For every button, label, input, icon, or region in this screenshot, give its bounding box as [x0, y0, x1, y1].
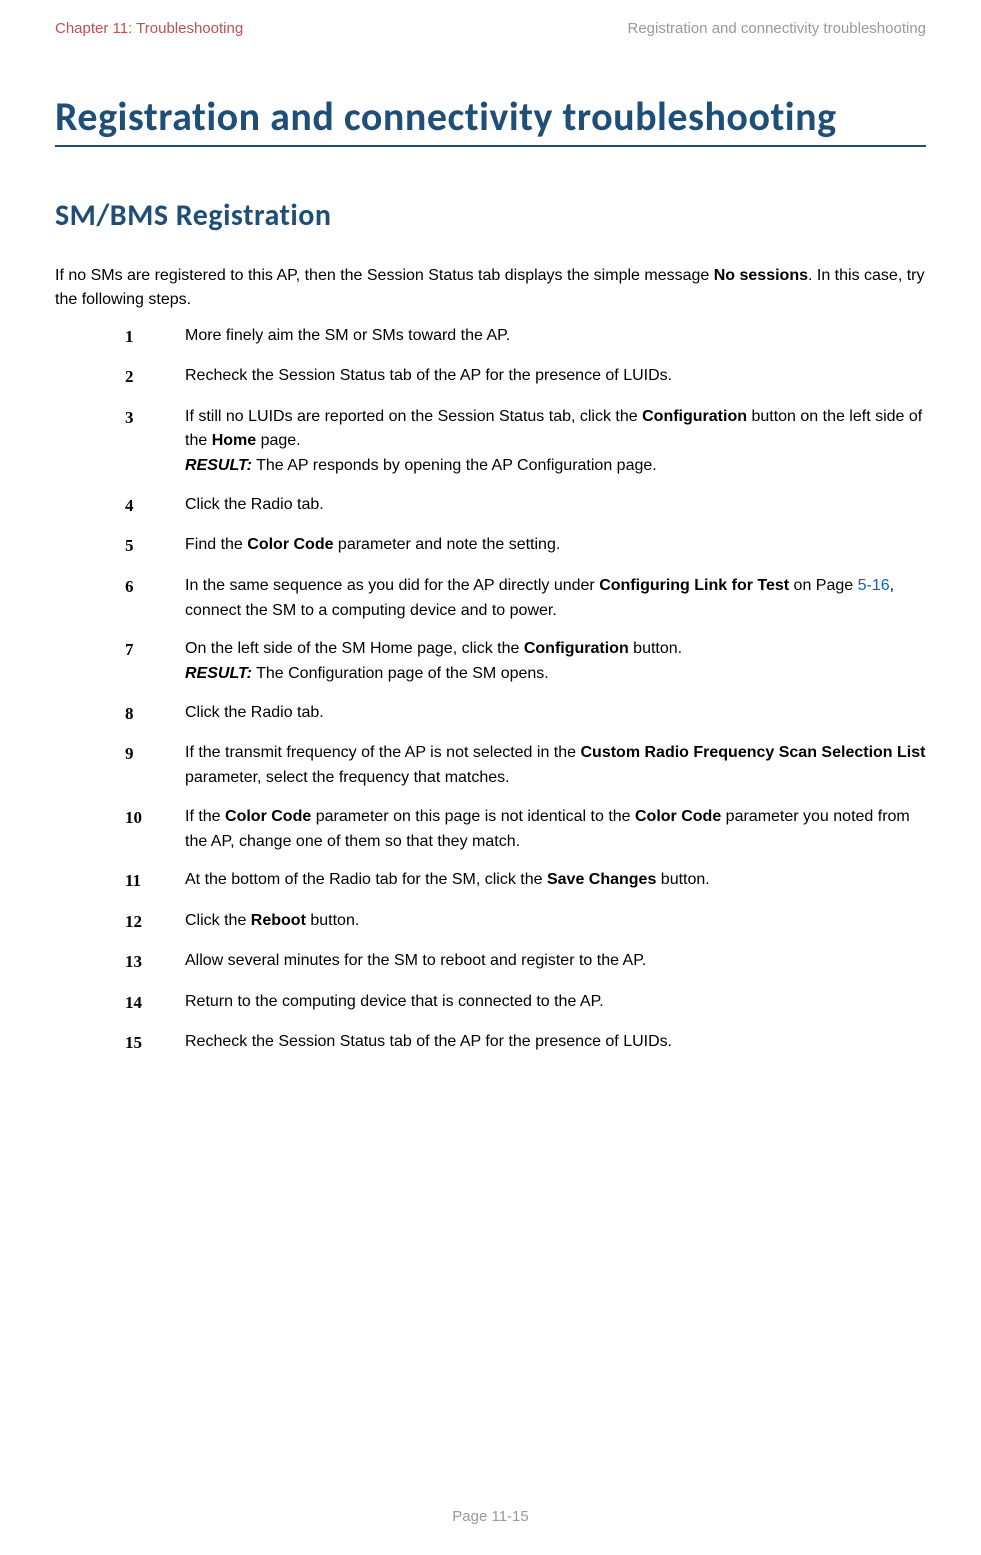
step-number: 5 [125, 533, 185, 559]
step-item: 2Recheck the Session Status tab of the A… [125, 364, 926, 390]
text: on Page [789, 577, 858, 594]
page-header: Chapter 11: Troubleshooting Registration… [55, 0, 926, 37]
bold-text: Color Code [225, 808, 311, 825]
bold-text: Home [212, 432, 256, 449]
text: Recheck the Session Status tab of the AP… [185, 1033, 672, 1050]
text: parameter, select the frequency that mat… [185, 769, 510, 786]
text: If the transmit frequency of the AP is n… [185, 744, 580, 761]
text: Click the Radio tab. [185, 496, 324, 513]
step-content: Click the Radio tab. [185, 701, 926, 727]
bold-text: Reboot [251, 912, 306, 929]
text: Click the [185, 912, 251, 929]
text: Return to the computing device that is c… [185, 993, 604, 1010]
step-item: 15Recheck the Session Status tab of the … [125, 1030, 926, 1056]
step-number: 3 [125, 405, 185, 479]
page-link: 5-16 [858, 577, 890, 594]
step-item: 10If the Color Code parameter on this pa… [125, 805, 926, 855]
chapter-label: Chapter 11: Troubleshooting [55, 20, 243, 37]
text: The AP responds by opening the AP Config… [252, 457, 657, 474]
text: page. [256, 432, 300, 449]
step-item: 1More finely aim the SM or SMs toward th… [125, 324, 926, 350]
step-content: Return to the computing device that is c… [185, 990, 926, 1016]
text: More finely aim the SM or SMs toward the… [185, 327, 510, 344]
text: Click the Radio tab. [185, 704, 324, 721]
bold-text: Configuring Link for Test [599, 577, 789, 594]
step-number: 15 [125, 1030, 185, 1056]
step-content: At the bottom of the Radio tab for the S… [185, 868, 926, 894]
bold-text: Custom Radio Frequency Scan Selection Li… [580, 744, 925, 761]
text: button. [306, 912, 359, 929]
text: button. [629, 640, 682, 657]
text: If the [185, 808, 225, 825]
bold-text: Color Code [635, 808, 721, 825]
text: Find the [185, 536, 247, 553]
text: button. [656, 871, 709, 888]
step-content: Click the Reboot button. [185, 909, 926, 935]
intro-prefix: If no SMs are registered to this AP, the… [55, 267, 714, 284]
step-item: 12Click the Reboot button. [125, 909, 926, 935]
text: Recheck the Session Status tab of the AP… [185, 367, 672, 384]
step-item: 3If still no LUIDs are reported on the S… [125, 405, 926, 479]
intro-paragraph: If no SMs are registered to this AP, the… [55, 264, 926, 312]
text: In the same sequence as you did for the … [185, 577, 599, 594]
step-item: 6In the same sequence as you did for the… [125, 574, 926, 624]
result-label: RESULT: [185, 457, 252, 474]
text: parameter and note the setting. [333, 536, 560, 553]
step-content: Allow several minutes for the SM to rebo… [185, 949, 926, 975]
step-content: Find the Color Code parameter and note t… [185, 533, 926, 559]
step-content: On the left side of the SM Home page, cl… [185, 637, 926, 687]
bold-text: Configuration [524, 640, 629, 657]
bold-text: Configuration [642, 408, 747, 425]
text: At the bottom of the Radio tab for the S… [185, 871, 547, 888]
bold-text: Save Changes [547, 871, 656, 888]
step-item: 9If the transmit frequency of the AP is … [125, 741, 926, 791]
step-item: 5Find the Color Code parameter and note … [125, 533, 926, 559]
intro-bold: No sessions [714, 267, 808, 284]
steps-list: 1More finely aim the SM or SMs toward th… [55, 324, 926, 1056]
step-content: Recheck the Session Status tab of the AP… [185, 1030, 926, 1056]
step-item: 14Return to the computing device that is… [125, 990, 926, 1016]
result-label: RESULT: [185, 665, 252, 682]
main-title: Registration and connectivity troublesho… [55, 92, 926, 141]
text: On the left side of the SM Home page, cl… [185, 640, 524, 657]
step-number: 8 [125, 701, 185, 727]
title-underline [55, 145, 926, 147]
section-label: Registration and connectivity troublesho… [627, 20, 926, 37]
step-content: If still no LUIDs are reported on the Se… [185, 405, 926, 479]
step-content: In the same sequence as you did for the … [185, 574, 926, 624]
bold-text: Color Code [247, 536, 333, 553]
step-number: 4 [125, 493, 185, 519]
step-content: More finely aim the SM or SMs toward the… [185, 324, 926, 350]
step-item: 13Allow several minutes for the SM to re… [125, 949, 926, 975]
step-number: 12 [125, 909, 185, 935]
step-item: 11At the bottom of the Radio tab for the… [125, 868, 926, 894]
step-item: 4Click the Radio tab. [125, 493, 926, 519]
step-number: 9 [125, 741, 185, 791]
page-footer: Page 11-15 [0, 1508, 981, 1525]
text: parameter on this page is not identical … [311, 808, 635, 825]
step-item: 7On the left side of the SM Home page, c… [125, 637, 926, 687]
step-item: 8Click the Radio tab. [125, 701, 926, 727]
text: The Configuration page of the SM opens. [252, 665, 549, 682]
text: Allow several minutes for the SM to rebo… [185, 952, 646, 969]
step-content: If the Color Code parameter on this page… [185, 805, 926, 855]
section-title: SM/BMS Registration [55, 197, 926, 234]
step-number: 7 [125, 637, 185, 687]
step-number: 1 [125, 324, 185, 350]
step-number: 13 [125, 949, 185, 975]
step-number: 11 [125, 868, 185, 894]
step-number: 6 [125, 574, 185, 624]
step-number: 10 [125, 805, 185, 855]
step-content: Click the Radio tab. [185, 493, 926, 519]
step-content: If the transmit frequency of the AP is n… [185, 741, 926, 791]
step-content: Recheck the Session Status tab of the AP… [185, 364, 926, 390]
text: If still no LUIDs are reported on the Se… [185, 408, 642, 425]
step-number: 14 [125, 990, 185, 1016]
step-number: 2 [125, 364, 185, 390]
